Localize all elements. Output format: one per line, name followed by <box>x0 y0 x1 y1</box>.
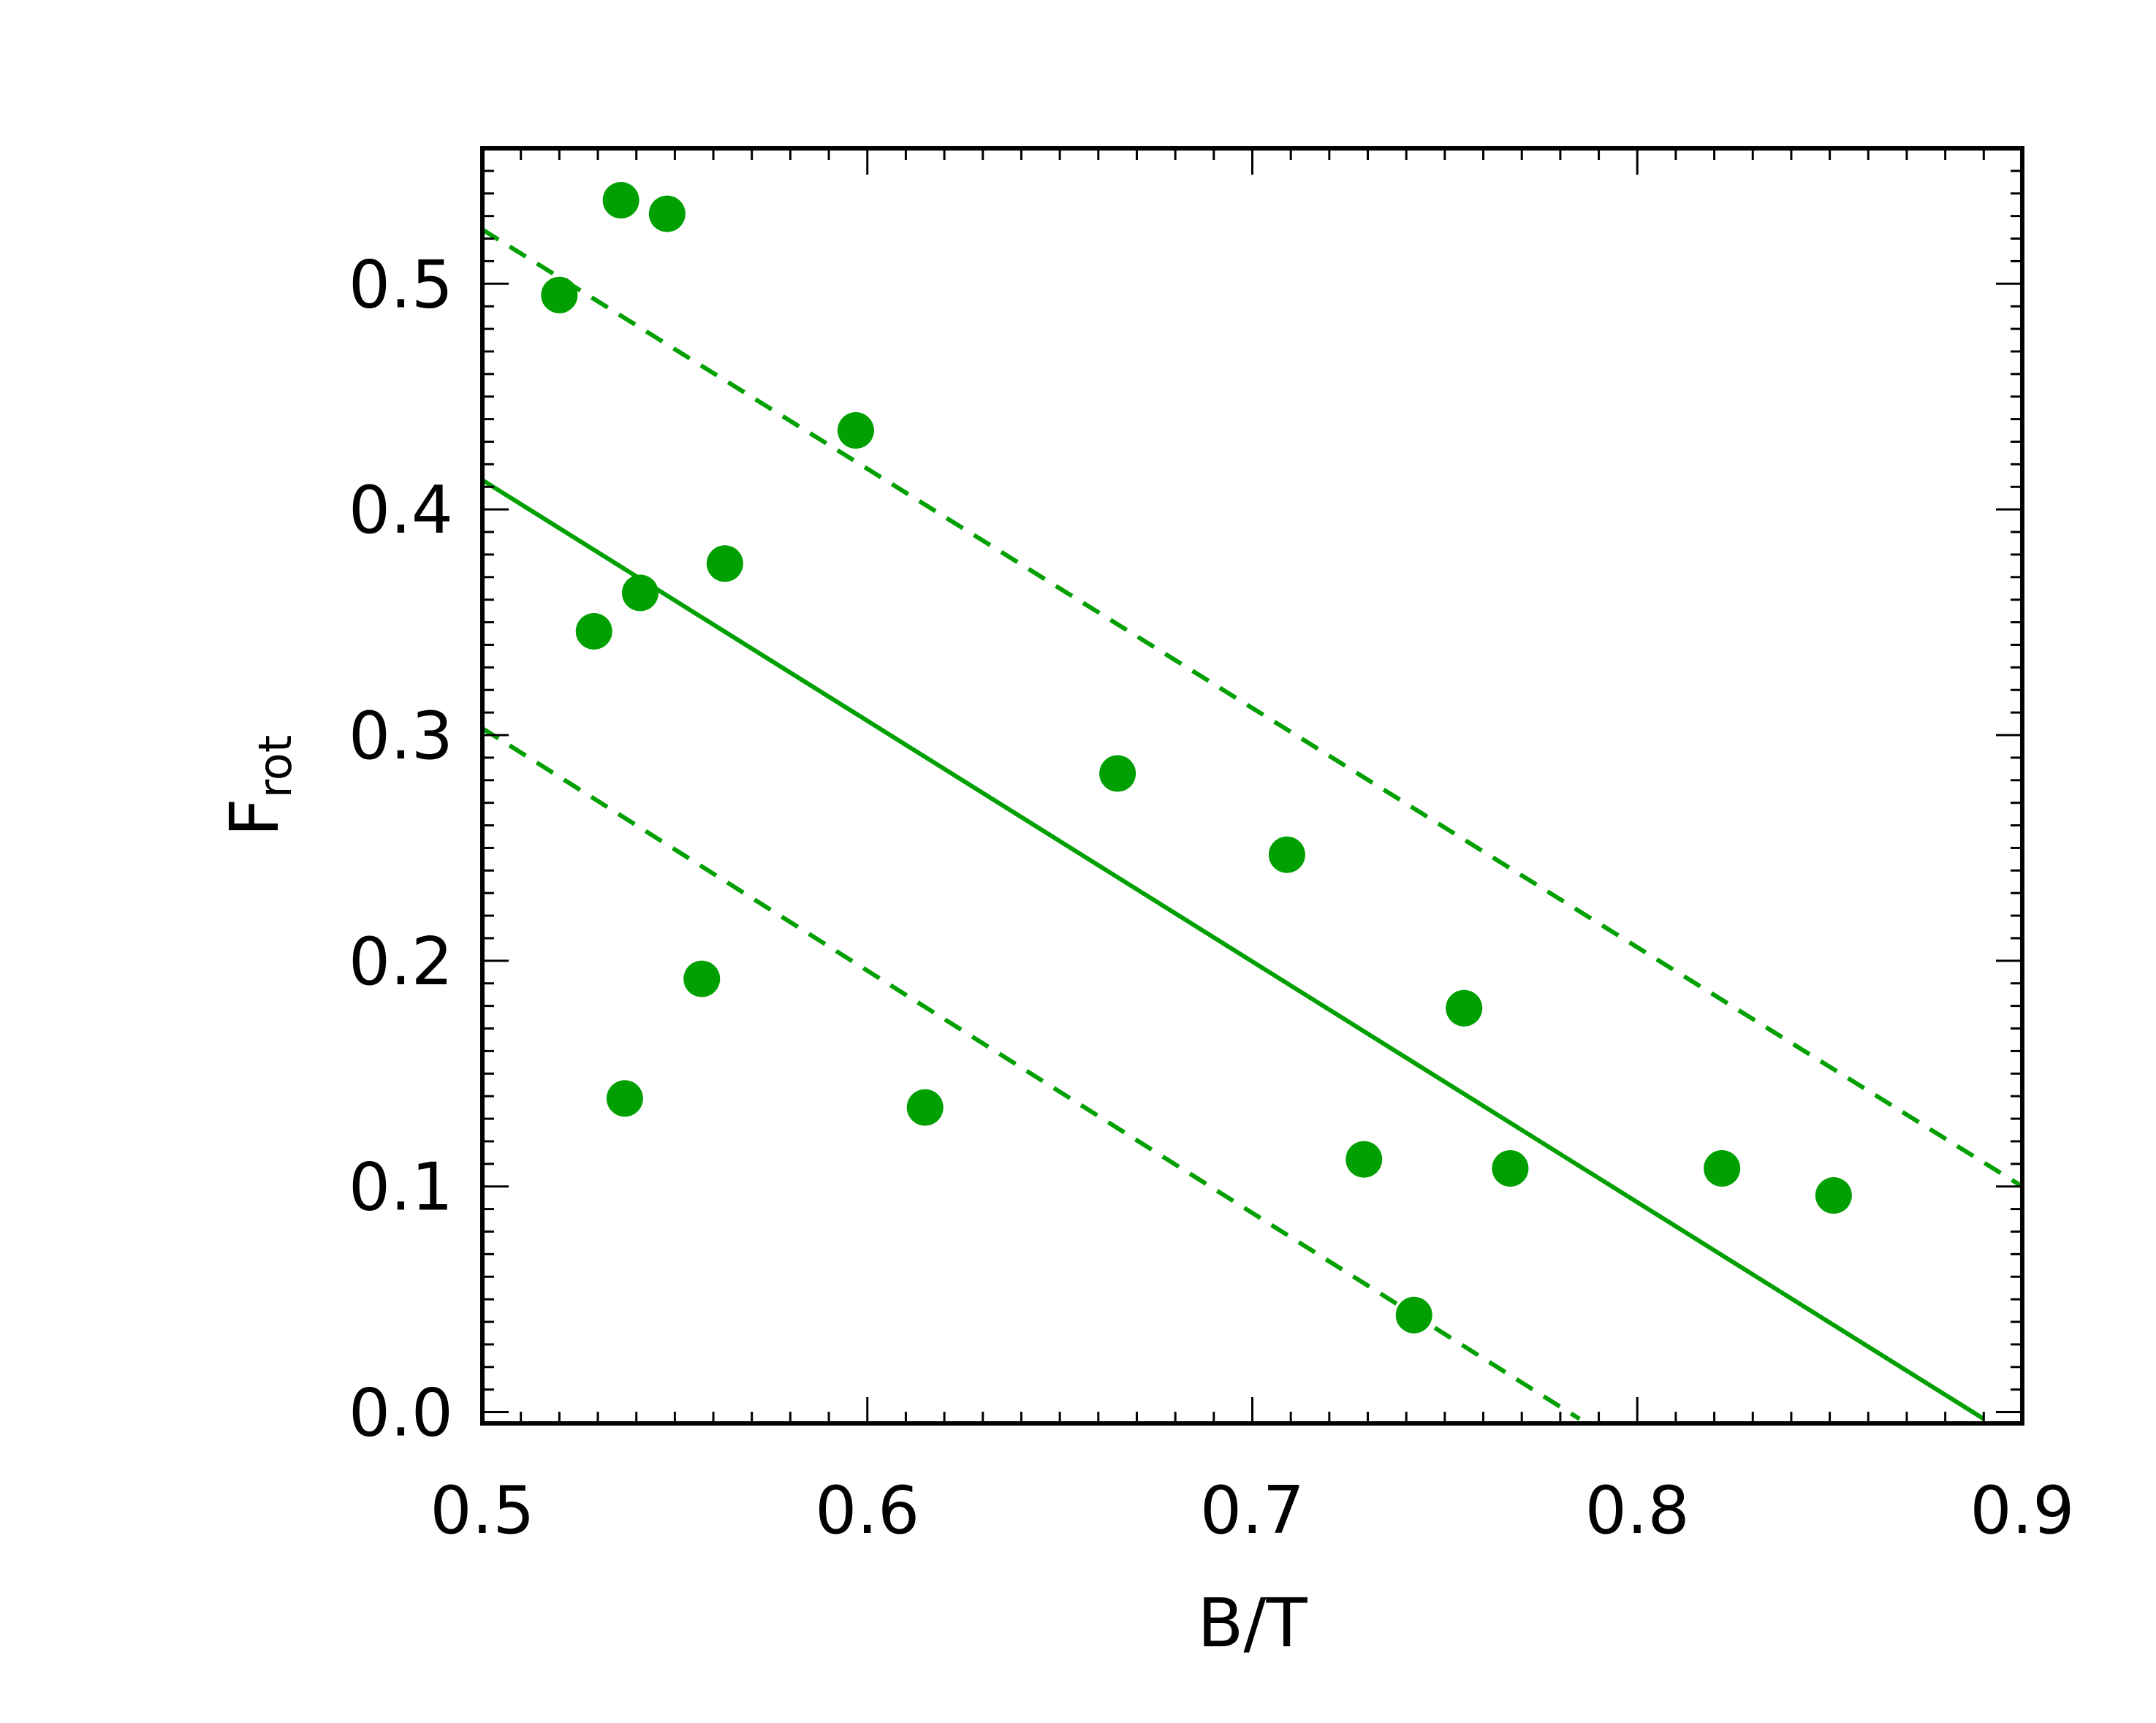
y-tick-label: 0.0 <box>349 1375 453 1452</box>
y-axis-title-main: F <box>216 798 294 837</box>
data-point <box>648 195 686 232</box>
data-point <box>906 1089 944 1126</box>
data-point <box>683 960 721 997</box>
x-tick-label: 0.8 <box>1585 1472 1690 1549</box>
trend-lines <box>482 227 2022 1421</box>
data-point <box>621 574 658 612</box>
x-tick-label: 0.9 <box>1970 1472 2074 1549</box>
data-point <box>1395 1296 1432 1334</box>
data-point <box>837 412 874 449</box>
x-tick-label: 0.7 <box>1200 1472 1305 1549</box>
dashed-line-2 <box>482 726 1581 1421</box>
y-axis-title-subscript: rot <box>248 735 302 798</box>
x-axis-title: B/T <box>1197 1584 1307 1662</box>
data-point <box>1492 1150 1529 1187</box>
solid-line-0 <box>482 478 1985 1421</box>
x-tick-label: 0.5 <box>430 1472 534 1549</box>
y-tick-labels: 0.0 0.1 0.2 0.3 0.4 0.5 <box>349 246 453 1451</box>
y-tick-label: 0.1 <box>349 1149 453 1226</box>
data-point <box>1268 836 1305 873</box>
x-tick-label: 0.6 <box>815 1472 919 1549</box>
data-point <box>602 182 639 219</box>
y-tick-label: 0.5 <box>349 246 453 323</box>
plot-frame <box>480 146 2024 1426</box>
data-points <box>541 182 1852 1334</box>
y-tick-label: 0.2 <box>349 924 453 1000</box>
data-point <box>1704 1150 1741 1187</box>
dashed-line-1 <box>482 227 2022 1189</box>
data-point <box>1815 1177 1852 1214</box>
y-tick-label: 0.3 <box>349 698 453 775</box>
y-axis-title: Frot <box>216 735 302 837</box>
y-tick-label: 0.4 <box>349 472 453 549</box>
svg-text:Frot: Frot <box>216 735 302 837</box>
data-point <box>575 612 612 650</box>
data-point <box>1099 755 1136 792</box>
data-point <box>1345 1141 1383 1178</box>
data-point <box>706 545 743 582</box>
x-tick-labels: 0.5 0.6 0.7 0.8 0.9 <box>430 1472 2074 1549</box>
data-point <box>606 1080 643 1117</box>
data-point <box>541 276 578 313</box>
data-point <box>1446 989 1483 1027</box>
axis-ticks <box>482 148 2022 1423</box>
